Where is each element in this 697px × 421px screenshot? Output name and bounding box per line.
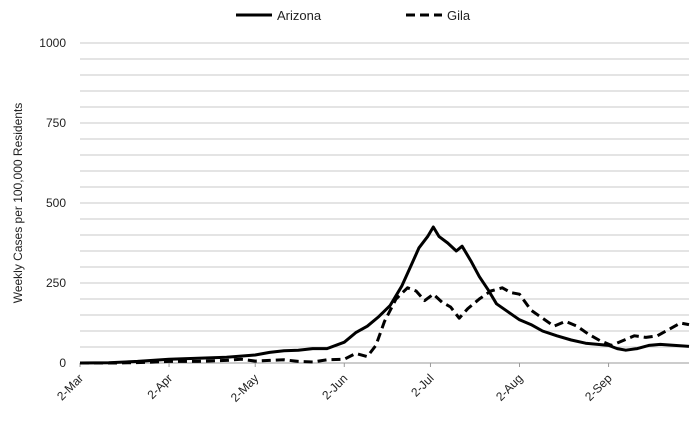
y-tick-label: 750 (46, 116, 66, 130)
y-tick-label: 1000 (39, 36, 66, 50)
x-tick-label: 2-Sep (582, 371, 615, 404)
y-tick-label: 0 (59, 356, 66, 370)
grid-layer (80, 42, 689, 348)
series-layer (79, 225, 690, 365)
x-tick-label: 2-Apr (145, 371, 176, 402)
y-tick-label: 250 (46, 276, 66, 290)
x-tick-label: 2-Mar (54, 371, 86, 403)
y-tick-label: 500 (46, 196, 66, 210)
axis-layer (79, 362, 689, 367)
x-tick-label: 2-Jul (408, 371, 436, 399)
series-line-gila (80, 286, 690, 365)
series-line-arizona (79, 225, 690, 365)
legend-label-gila: Gila (447, 8, 471, 23)
legend-label-arizona: Arizona (277, 8, 322, 23)
y-axis-title: Weekly Cases per 100,000 Residents (11, 103, 25, 304)
x-tick-label: 2-May (228, 371, 261, 404)
legend: Arizona Gila (236, 8, 471, 23)
x-tick-label: 2-Jun (319, 371, 350, 402)
x-tick-label: 2-Aug (493, 371, 526, 404)
